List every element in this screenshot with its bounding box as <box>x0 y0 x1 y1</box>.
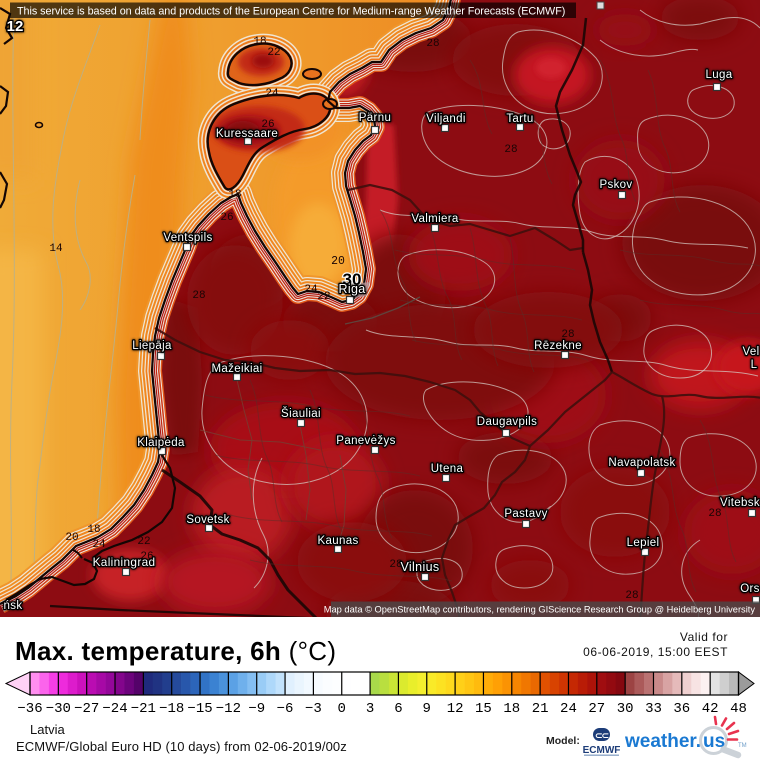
svg-text:TM: TM <box>738 743 747 749</box>
svg-text:−36: −36 <box>17 701 42 717</box>
svg-text:27: 27 <box>588 701 605 717</box>
svg-text:20: 20 <box>331 255 345 268</box>
svg-text:−21: −21 <box>131 701 156 717</box>
svg-text:Ventspils: Ventspils <box>163 232 212 244</box>
svg-text:42: 42 <box>702 701 719 717</box>
svg-text:20: 20 <box>65 532 78 544</box>
svg-text:22: 22 <box>267 47 280 59</box>
svg-text:28: 28 <box>192 290 205 302</box>
svg-text:26: 26 <box>220 212 233 224</box>
svg-text:−24: −24 <box>102 701 127 717</box>
svg-text:Tartu: Tartu <box>506 113 533 125</box>
svg-text:−18: −18 <box>159 701 184 717</box>
svg-text:−12: −12 <box>216 701 241 717</box>
svg-text:Pastavy: Pastavy <box>504 508 547 520</box>
svg-text:26: 26 <box>261 119 274 131</box>
svg-text:24: 24 <box>560 701 577 717</box>
svg-text:14: 14 <box>49 243 63 255</box>
svg-text:21: 21 <box>532 701 549 717</box>
svg-text:18: 18 <box>228 189 241 201</box>
svg-text:−30: −30 <box>46 701 71 717</box>
svg-text:This service is based on data: This service is based on data and produc… <box>17 6 565 18</box>
svg-text:48: 48 <box>730 701 747 717</box>
svg-text:L: L <box>751 359 758 371</box>
svg-text:Sovetsk: Sovetsk <box>186 514 229 526</box>
svg-text:weather.: weather. <box>624 731 701 752</box>
svg-text:−3: −3 <box>305 701 322 717</box>
svg-text:Daugavpils: Daugavpils <box>477 416 537 428</box>
svg-text:−9: −9 <box>248 701 265 717</box>
svg-text:12: 12 <box>447 701 464 717</box>
svg-text:−15: −15 <box>187 701 212 717</box>
svg-text:Mažeikiai: Mažeikiai <box>211 363 262 375</box>
svg-text:Lepiel: Lepiel <box>627 537 660 549</box>
svg-text:9: 9 <box>423 701 431 717</box>
svg-text:24: 24 <box>92 539 106 551</box>
svg-text:0: 0 <box>338 701 346 717</box>
svg-text:3: 3 <box>366 701 374 717</box>
svg-text:Vilnius: Vilnius <box>400 560 439 574</box>
svg-text:28: 28 <box>625 590 638 602</box>
svg-text:−6: −6 <box>277 701 294 717</box>
svg-text:Liepāja: Liepāja <box>132 340 172 352</box>
svg-text:Utena: Utena <box>431 463 464 475</box>
svg-text:ECMWF: ECMWF <box>583 745 621 756</box>
svg-text:18: 18 <box>503 701 520 717</box>
svg-text:18: 18 <box>253 36 266 48</box>
svg-text:30: 30 <box>617 701 634 717</box>
svg-text:us: us <box>703 731 725 752</box>
svg-text:6: 6 <box>394 701 402 717</box>
svg-text:Kuressaare: Kuressaare <box>216 128 278 140</box>
svg-text:⊂⊂: ⊂⊂ <box>595 731 609 741</box>
svg-text:Valmiera: Valmiera <box>411 213 459 225</box>
svg-text:Klaipėda: Klaipėda <box>137 437 185 449</box>
svg-text:Ors: Ors <box>740 583 760 595</box>
svg-text:Kaunas: Kaunas <box>317 535 358 547</box>
svg-text:28: 28 <box>426 38 439 50</box>
svg-text:−27: −27 <box>74 701 99 717</box>
svg-text:Kaliningrad: Kaliningrad <box>93 555 156 569</box>
svg-text:28: 28 <box>504 144 517 156</box>
svg-text:Navapolatsk: Navapolatsk <box>608 457 675 469</box>
svg-text:Luga: Luga <box>706 69 733 81</box>
svg-text:12: 12 <box>7 18 24 35</box>
svg-text:Pärnu: Pärnu <box>359 112 391 124</box>
svg-text:28: 28 <box>708 508 721 520</box>
svg-text:33: 33 <box>645 701 662 717</box>
svg-text:ńsk: ńsk <box>4 600 23 612</box>
svg-text:36: 36 <box>673 701 690 717</box>
svg-text:30: 30 <box>343 270 362 289</box>
svg-text:24: 24 <box>265 88 279 100</box>
svg-text:Rēzekne: Rēzekne <box>534 340 582 352</box>
svg-text:15: 15 <box>475 701 492 717</box>
svg-text:22: 22 <box>317 291 330 303</box>
svg-text:Panevėžys: Panevėžys <box>336 435 395 447</box>
svg-text:18: 18 <box>87 524 100 536</box>
svg-text:26: 26 <box>140 551 153 563</box>
svg-text:28: 28 <box>561 329 574 341</box>
svg-text:28: 28 <box>389 559 402 571</box>
svg-text:Map data © OpenStreetMap contr: Map data © OpenStreetMap contributors, r… <box>324 605 756 615</box>
svg-text:Riga: Riga <box>338 282 365 296</box>
svg-text:Šiauliai: Šiauliai <box>281 407 321 420</box>
svg-text:24: 24 <box>304 284 318 296</box>
svg-text:Viljandi: Viljandi <box>426 113 466 125</box>
svg-text:22: 22 <box>137 536 150 548</box>
svg-text:Vitebsk: Vitebsk <box>720 497 760 509</box>
svg-text:Vel: Vel <box>742 346 759 358</box>
svg-text:Pskov: Pskov <box>599 179 632 191</box>
